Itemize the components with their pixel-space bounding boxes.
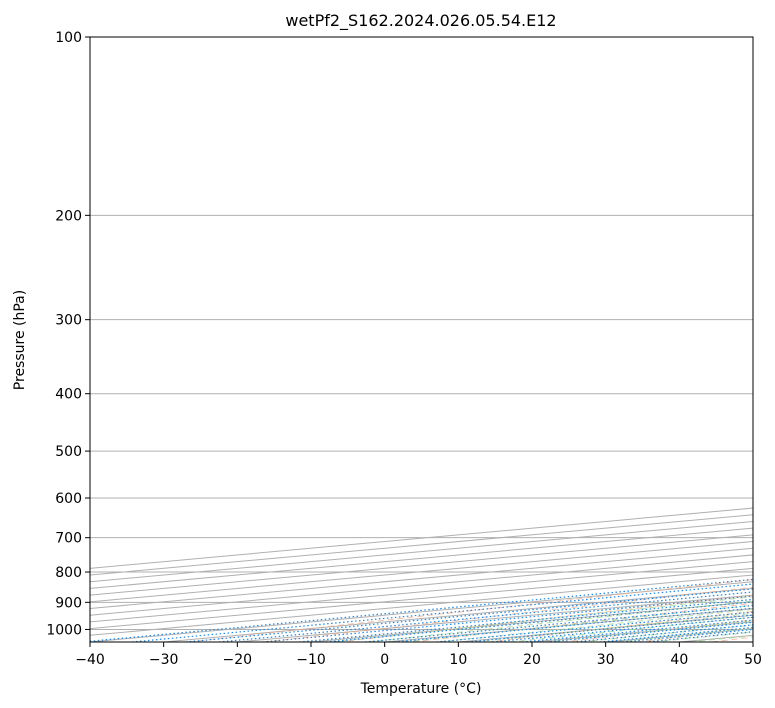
isotherm-line: [90, 514, 753, 576]
plot-frame: [89, 36, 754, 643]
isotherm-line: [90, 534, 753, 596]
y-tick-label: 500: [55, 444, 82, 460]
x-tick-label: 10: [449, 652, 467, 668]
mixing-ratio-line: [131, 583, 753, 642]
dry-adiabat-line: [188, 579, 753, 642]
y-tick-label: 800: [55, 565, 82, 581]
grid: [90, 37, 753, 642]
plot-area: [90, 37, 753, 642]
y-tick-label: 100: [55, 30, 82, 46]
isotherm-line: [90, 527, 753, 589]
y-axis-label: Pressure (hPa): [12, 290, 28, 390]
y-tick-label: 400: [55, 387, 82, 403]
chart-title: wetPf2_S162.2024.026.05.54.E12: [285, 11, 556, 31]
dry-adiabat-line: [338, 594, 753, 642]
mixing-ratio-line: [492, 616, 753, 642]
y-tick-label: 900: [55, 595, 82, 611]
x-tick-label: −40: [75, 652, 105, 668]
mixing-ratio-line: [90, 578, 753, 642]
x-axis-label: Temperature (°C): [360, 681, 482, 697]
y-tick-label: 300: [55, 313, 82, 329]
isotherm-line: [90, 520, 753, 583]
x-tick-label: −20: [223, 652, 253, 668]
mixing-ratio-lines: [90, 578, 753, 642]
x-tick-label: −30: [149, 652, 179, 668]
mixing-ratio-line: [185, 588, 753, 642]
y-tick-label: 1000: [46, 622, 82, 638]
mixing-ratio-line: [218, 591, 753, 642]
x-tick-label: 0: [380, 652, 389, 668]
x-tick-label: 20: [523, 652, 541, 668]
moist-adiabats: [331, 596, 753, 642]
x-axis: −40 −30 −20 −10 0 10 20 30 40 50: [75, 642, 762, 668]
isotherm-line: [90, 507, 753, 569]
y-tick-label: 200: [55, 208, 82, 224]
x-tick-label: 50: [744, 652, 762, 668]
moist-adiabat-line: [331, 596, 753, 642]
x-tick-label: 40: [670, 652, 688, 668]
y-tick-label: 600: [55, 491, 82, 507]
dry-adiabats: [188, 579, 753, 642]
y-tick-label: 700: [55, 531, 82, 547]
x-tick-label: 30: [597, 652, 615, 668]
x-tick-label: −10: [296, 652, 326, 668]
y-axis: 1000 900 800 700 600 500 400 300 200 100: [46, 30, 90, 638]
